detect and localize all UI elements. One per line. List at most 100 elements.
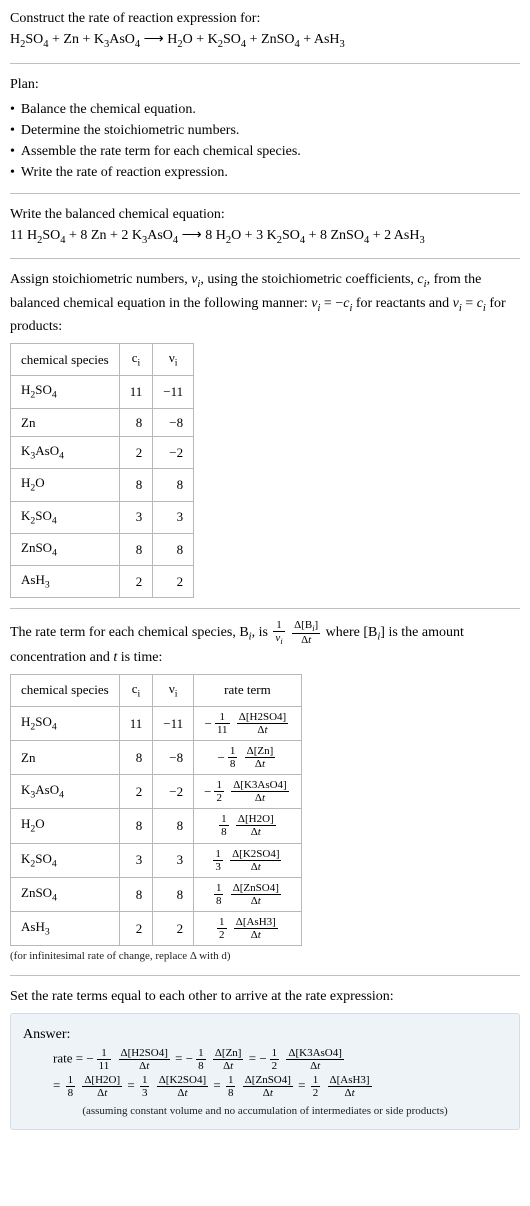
cell-species: H2O <box>11 469 120 501</box>
intro-section: Construct the rate of reaction expressio… <box>10 8 520 53</box>
table-row: H2SO4 11 −11 <box>11 376 194 408</box>
plan-section: Plan: •Balance the chemical equation. •D… <box>10 74 520 183</box>
cell-v: 3 <box>153 843 194 877</box>
cell-v: −8 <box>153 408 194 437</box>
intro-equation: H2SO4 + Zn + K3AsO4 ⟶ H2O + K2SO4 + ZnSO… <box>10 29 520 53</box>
cell-rate: −12 Δ[K3AsO4]Δt <box>194 775 302 809</box>
cell-v: 3 <box>153 501 194 533</box>
table-row: AsH3 2 2 <box>11 566 194 598</box>
cell-rate: −18 Δ[Zn]Δt <box>194 740 302 774</box>
rateterm-section: The rate term for each chemical species,… <box>10 619 520 964</box>
col-species: chemical species <box>11 344 120 376</box>
table-row: H2SO4 11 −11 −111 Δ[H2SO4]Δt <box>11 706 302 740</box>
stoich-intro: Assign stoichiometric numbers, νi, using… <box>10 269 520 337</box>
table-row: K2SO4 3 3 13 Δ[K2SO4]Δt <box>11 843 302 877</box>
cell-species: K2SO4 <box>11 501 120 533</box>
divider <box>10 975 520 976</box>
table-row: ZnSO4 8 8 <box>11 533 194 565</box>
table-row: H2O 8 8 <box>11 469 194 501</box>
bullet-icon: • <box>10 99 15 120</box>
divider <box>10 193 520 194</box>
cell-v: 2 <box>153 566 194 598</box>
plan-item-text: Write the rate of reaction expression. <box>21 162 228 183</box>
cell-species: K3AsO4 <box>11 775 120 809</box>
cell-c: 2 <box>119 437 153 469</box>
cell-v: −11 <box>153 376 194 408</box>
table-row: Zn 8 −8 −18 Δ[Zn]Δt <box>11 740 302 774</box>
plan-item-text: Assemble the rate term for each chemical… <box>21 141 301 162</box>
table-row: K3AsO4 2 −2 <box>11 437 194 469</box>
cell-rate: 13 Δ[K2SO4]Δt <box>194 843 302 877</box>
cell-c: 8 <box>119 408 153 437</box>
cell-c: 8 <box>119 469 153 501</box>
cell-c: 2 <box>119 566 153 598</box>
bullet-icon: • <box>10 120 15 141</box>
cell-v: 2 <box>153 911 194 945</box>
cell-v: 8 <box>153 533 194 565</box>
cell-species: H2O <box>11 809 120 843</box>
stoich-table: chemical species ci νi H2SO4 11 −11 Zn 8… <box>10 343 194 598</box>
cell-v: −11 <box>153 706 194 740</box>
table-row: ZnSO4 8 8 18 Δ[ZnSO4]Δt <box>11 877 302 911</box>
final-heading: Set the rate terms equal to each other t… <box>10 986 520 1007</box>
cell-v: −2 <box>153 437 194 469</box>
col-rate: rate term <box>194 674 302 706</box>
plan-list: • Balance the chemical equation. •Determi… <box>10 99 520 183</box>
rate-line-2: = 18 Δ[H2O]Δt = 13 Δ[K2SO4]Δt = 18 Δ[ZnS… <box>53 1074 507 1099</box>
table-row: AsH3 2 2 12 Δ[AsH3]Δt <box>11 911 302 945</box>
cell-c: 8 <box>119 533 153 565</box>
cell-c: 8 <box>119 740 153 774</box>
cell-c: 11 <box>119 376 153 408</box>
rateterm-table: chemical species ci νi rate term H2SO4 1… <box>10 674 302 947</box>
cell-species: H2SO4 <box>11 706 120 740</box>
cell-rate: −111 Δ[H2SO4]Δt <box>194 706 302 740</box>
rateterm-note: (for infinitesimal rate of change, repla… <box>10 948 520 965</box>
cell-rate: 18 Δ[ZnSO4]Δt <box>194 877 302 911</box>
rate-line-1: rate = −111 Δ[H2SO4]Δt = −18 Δ[Zn]Δt = −… <box>53 1047 507 1072</box>
cell-species: Zn <box>11 408 120 437</box>
rateterm-intro: The rate term for each chemical species,… <box>10 619 520 667</box>
cell-c: 3 <box>119 843 153 877</box>
divider <box>10 608 520 609</box>
stoich-section: Assign stoichiometric numbers, νi, using… <box>10 269 520 598</box>
cell-species: AsH3 <box>11 911 120 945</box>
col-c: ci <box>119 674 153 706</box>
divider <box>10 63 520 64</box>
list-item: • Assemble the rate term for each chemica… <box>10 141 520 162</box>
cell-c: 2 <box>119 775 153 809</box>
rate-expression: rate = −111 Δ[H2SO4]Δt = −18 Δ[Zn]Δt = −… <box>23 1047 507 1099</box>
balanced-heading: Write the balanced chemical equation: <box>10 204 520 225</box>
cell-species: ZnSO4 <box>11 533 120 565</box>
table-row: chemical species ci νi <box>11 344 194 376</box>
answer-note: (assuming constant volume and no accumul… <box>23 1103 507 1120</box>
divider <box>10 258 520 259</box>
cell-species: K2SO4 <box>11 843 120 877</box>
cell-rate: 18 Δ[H2O]Δt <box>194 809 302 843</box>
cell-v: 8 <box>153 469 194 501</box>
cell-v: −8 <box>153 740 194 774</box>
bullet-icon: • <box>10 141 15 162</box>
rateterm-tbody: H2SO4 11 −11 −111 Δ[H2SO4]Δt Zn 8 −8 −18… <box>11 706 302 945</box>
stoich-tbody: H2SO4 11 −11 Zn 8 −8 K3AsO4 2 −2 H2O 8 8… <box>11 376 194 598</box>
answer-box: Answer: rate = −111 Δ[H2SO4]Δt = −18 Δ[Z… <box>10 1013 520 1131</box>
list-item: •Determine the stoichiometric numbers. <box>10 120 520 141</box>
list-item: • Write the rate of reaction expression. <box>10 162 520 183</box>
cell-species: K3AsO4 <box>11 437 120 469</box>
cell-v: 8 <box>153 877 194 911</box>
cell-c: 8 <box>119 877 153 911</box>
col-v: νi <box>153 344 194 376</box>
cell-rate: 12 Δ[AsH3]Δt <box>194 911 302 945</box>
answer-label: Answer: <box>23 1024 507 1045</box>
cell-c: 11 <box>119 706 153 740</box>
balanced-section: Write the balanced chemical equation: 11… <box>10 204 520 249</box>
cell-species: Zn <box>11 740 120 774</box>
cell-c: 2 <box>119 911 153 945</box>
cell-v: −2 <box>153 775 194 809</box>
cell-v: 8 <box>153 809 194 843</box>
plan-item-text: Balance the chemical equation. <box>21 99 196 120</box>
table-row: K2SO4 3 3 <box>11 501 194 533</box>
bullet-icon: • <box>10 162 15 183</box>
cell-c: 3 <box>119 501 153 533</box>
cell-species: AsH3 <box>11 566 120 598</box>
list-item: • Balance the chemical equation. <box>10 99 520 120</box>
